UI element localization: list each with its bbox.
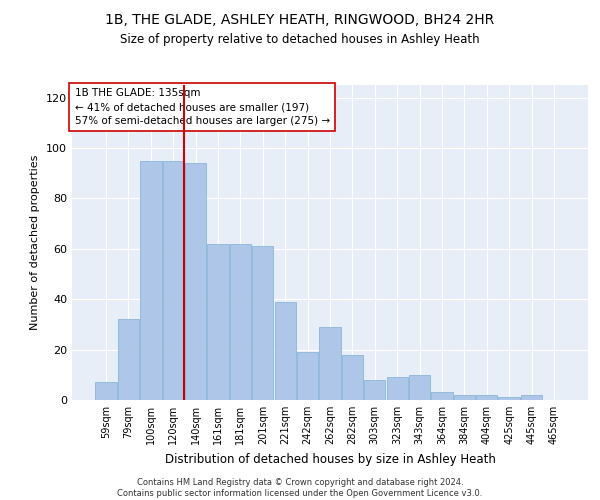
Bar [499,398,520,400]
Bar [297,352,318,400]
Bar [140,160,161,400]
Text: Size of property relative to detached houses in Ashley Heath: Size of property relative to detached ho… [120,32,480,46]
Bar [364,380,385,400]
Text: 1B, THE GLADE, ASHLEY HEATH, RINGWOOD, BH24 2HR: 1B, THE GLADE, ASHLEY HEATH, RINGWOOD, B… [106,12,494,26]
Bar [476,395,497,400]
Bar [454,395,475,400]
Bar [163,160,184,400]
Text: Contains HM Land Registry data © Crown copyright and database right 2024.
Contai: Contains HM Land Registry data © Crown c… [118,478,482,498]
Bar [386,378,408,400]
X-axis label: Distribution of detached houses by size in Ashley Heath: Distribution of detached houses by size … [164,452,496,466]
Bar [95,382,117,400]
Bar [431,392,452,400]
Bar [409,375,430,400]
Bar [185,163,206,400]
Bar [208,244,229,400]
Bar [230,244,251,400]
Bar [319,327,341,400]
Bar [252,246,274,400]
Y-axis label: Number of detached properties: Number of detached properties [31,155,40,330]
Bar [521,395,542,400]
Text: 1B THE GLADE: 135sqm
← 41% of detached houses are smaller (197)
57% of semi-deta: 1B THE GLADE: 135sqm ← 41% of detached h… [74,88,330,126]
Bar [275,302,296,400]
Bar [342,354,363,400]
Bar [118,320,139,400]
